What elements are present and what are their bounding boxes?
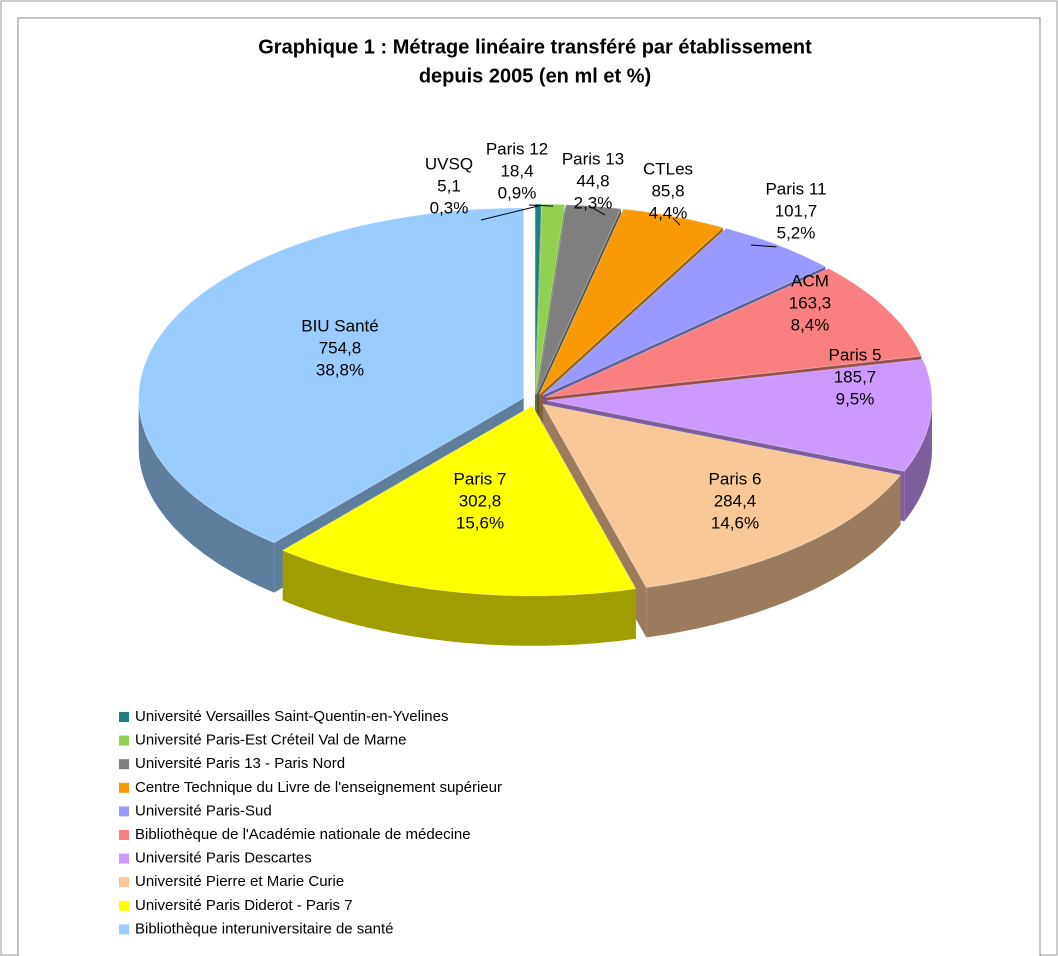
data-label: 2,3% — [574, 193, 613, 212]
legend-label: Centre Technique du Livre de l'enseignem… — [135, 779, 502, 796]
data-label: Paris 12 — [486, 139, 548, 158]
data-label: ACM — [791, 271, 829, 290]
legend-swatch — [119, 900, 129, 911]
data-label: 5,1 — [437, 176, 461, 195]
legend-swatch — [119, 782, 129, 793]
legend-label: Université Pierre et Marie Curie — [135, 873, 344, 890]
legend-label: Université Paris Diderot - Paris 7 — [135, 897, 353, 914]
legend-label: Université Paris Descartes — [135, 850, 312, 867]
slice-outer-wall — [282, 550, 636, 646]
slice — [542, 227, 827, 396]
data-label: 0,9% — [498, 183, 537, 202]
data-label: 302,8 — [459, 491, 502, 510]
legend-label: Université Paris-Est Créteil Val de Marn… — [135, 732, 406, 749]
slice — [538, 208, 724, 395]
slice — [545, 267, 923, 398]
data-label: 18,4 — [500, 161, 533, 180]
leader-line — [480, 205, 539, 221]
legend-label: Bibliothèque de l'Académie nationale de … — [135, 826, 471, 843]
slice — [281, 405, 637, 646]
chart-title: depuis 2005 (en ml et %) — [419, 65, 651, 87]
legend-swatch — [119, 712, 129, 722]
data-label: 5,2% — [777, 223, 816, 242]
data-label: 9,5% — [836, 389, 875, 408]
data-label: UVSQ — [425, 154, 473, 173]
data-label: 284,4 — [714, 491, 757, 510]
slice — [542, 403, 902, 588]
legend-label: Université Paris 13 - Paris Nord — [135, 755, 345, 772]
slice-outer-wall — [138, 398, 275, 593]
slice — [546, 358, 933, 472]
legend-swatch — [119, 877, 129, 888]
data-label: Paris 7 — [454, 469, 507, 488]
data-label: 8,4% — [791, 315, 830, 334]
data-label: 15,6% — [456, 513, 504, 532]
data-label: 163,3 — [789, 293, 832, 312]
leader-line — [528, 204, 554, 207]
data-label: 4,4% — [649, 203, 688, 222]
data-label: 0,3% — [430, 198, 469, 217]
data-label: Paris 5 — [829, 345, 882, 364]
chart-title: Graphique 1 : Métrage linéaire transféré… — [258, 36, 812, 58]
data-label: BIU Santé — [301, 316, 379, 335]
data-label: 38,8% — [316, 360, 364, 379]
legend-label: Université Versailles Saint-Quentin-en-Y… — [135, 708, 448, 725]
data-label: 85,8 — [651, 181, 684, 200]
data-label: CTLes — [643, 159, 693, 178]
data-label: Paris 6 — [709, 469, 762, 488]
slice — [281, 405, 637, 597]
data-label: 44,8 — [576, 171, 609, 190]
data-label: 14,6% — [711, 513, 759, 532]
legend-swatch — [119, 830, 129, 840]
leader-line — [592, 207, 606, 216]
legend-label: Université Paris-Sud — [135, 802, 272, 819]
data-label: 754,8 — [319, 338, 362, 357]
legend-swatch — [119, 924, 129, 935]
legend-swatch — [119, 759, 129, 770]
slice — [534, 203, 542, 395]
leader-line — [672, 217, 681, 226]
slice-outer-wall — [646, 475, 901, 638]
data-label: 185,7 — [834, 367, 877, 386]
slice — [536, 204, 622, 395]
data-label: Paris 13 — [562, 149, 624, 168]
slice — [535, 203, 566, 395]
legend-swatch — [119, 735, 129, 746]
legend-swatch — [119, 806, 129, 817]
data-label: 101,7 — [775, 201, 818, 220]
slice — [138, 207, 525, 544]
legend-swatch — [119, 853, 129, 864]
leader-line — [750, 244, 777, 248]
data-label: Paris 11 — [765, 179, 826, 198]
legend-label: Bibliothèque interuniversitaire de santé — [135, 920, 394, 937]
slice-outer-wall — [904, 400, 932, 522]
